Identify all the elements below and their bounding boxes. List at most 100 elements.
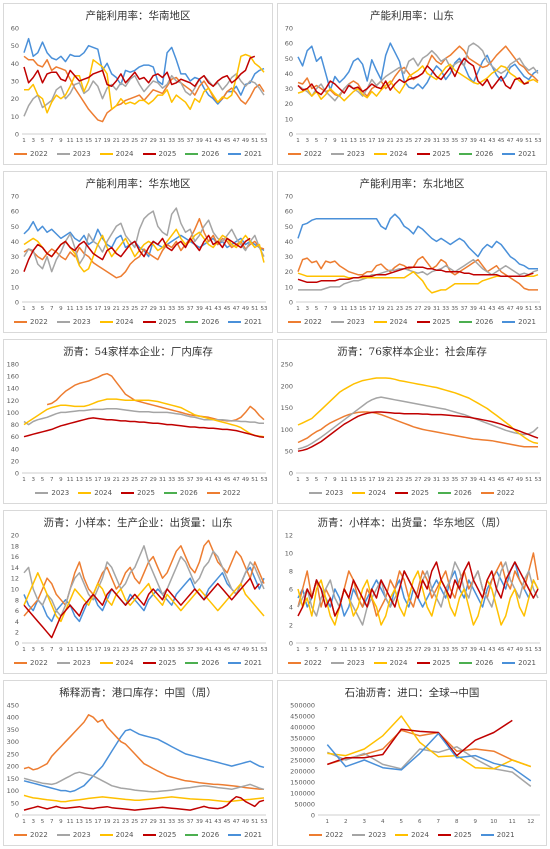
chart-legend: 2023 2024 2025 2026 2022 — [278, 489, 546, 497]
legend-swatch — [416, 662, 430, 664]
x-tick-label: 35 — [177, 477, 184, 483]
legend-item: 2023 — [330, 150, 365, 158]
y-tick-label: 30 — [11, 78, 19, 86]
legend-item: 2024 — [78, 489, 112, 497]
legend-label: 2022 — [304, 659, 322, 667]
y-tick-label: 250 — [7, 750, 19, 758]
legend-label: 2023 — [72, 150, 91, 158]
x-tick-label: 37 — [461, 647, 468, 653]
x-tick-label: 8 — [455, 819, 459, 825]
legend-item: 2025 — [416, 318, 450, 326]
x-tick-label: 9 — [474, 819, 478, 825]
x-tick-label: 7 — [50, 138, 54, 144]
x-tick-label: 25 — [405, 647, 412, 653]
x-tick-label: 3 — [363, 819, 367, 825]
legend-label: 2021 — [244, 831, 262, 839]
legend-swatch — [228, 662, 242, 664]
x-tick-label: 47 — [233, 138, 240, 144]
legend-item: 2026 — [185, 659, 219, 667]
y-tick-label: 60 — [11, 25, 19, 33]
x-tick-label: 37 — [461, 138, 468, 144]
legend-item: 2025 — [142, 318, 176, 326]
y-tick-label: 120 — [7, 397, 19, 405]
x-tick-label: 37 — [187, 306, 194, 312]
series-line-2023 — [327, 746, 532, 787]
x-tick-label: 9 — [59, 306, 63, 312]
y-tick-label: 200 — [281, 382, 293, 390]
y-tick-label: 10 — [11, 586, 19, 594]
legend-label: 2022 — [30, 831, 48, 839]
x-tick-label: 13 — [350, 138, 357, 144]
x-tick-label: 41 — [205, 819, 212, 825]
y-tick-label: 500000 — [290, 702, 315, 710]
x-tick-label: 49 — [516, 647, 523, 653]
legend-swatch — [373, 321, 387, 323]
x-tick-label: 29 — [150, 306, 157, 312]
legend-item: 2024 — [373, 659, 408, 667]
legend-swatch — [502, 662, 516, 664]
legend-swatch — [228, 153, 242, 155]
x-tick-label: 13 — [76, 819, 83, 825]
series-line-2023 — [23, 545, 265, 617]
legend-item: 2024 — [373, 318, 408, 326]
series-line-2022 — [23, 55, 265, 123]
x-tick-label: 5 — [315, 306, 319, 312]
legend-label: 2024 — [94, 489, 113, 497]
chart-panel-east-china-utilization: 产能利用率：华东地区 0 10 20 30 40 50 60 70 1 3 5 7 9 11 13 15 17 19… — [3, 171, 273, 333]
x-tick-label: 41 — [205, 306, 212, 312]
x-tick-label: 5 — [315, 647, 319, 653]
x-tick-label: 13 — [76, 477, 83, 483]
chart-panel-diluted-port-inventory: 稀释沥青：港口库存：中国（周） 0 50 100 150 200 250 300 350 400 4… — [3, 680, 273, 846]
x-tick-label: 9 — [59, 819, 63, 825]
legend-label: 2024 — [115, 831, 134, 839]
y-tick-label: 40 — [11, 238, 19, 246]
x-tick-label: 51 — [251, 306, 258, 312]
chart-legend: 2022 2023 2024 2025 2026 2021 — [4, 318, 272, 326]
x-tick-label: 7 — [50, 477, 54, 483]
x-tick-label: 11 — [67, 138, 74, 144]
y-tick-label: 70 — [285, 25, 293, 33]
legend-item: 2024 — [99, 831, 134, 839]
legend-item: 2023 — [56, 659, 91, 667]
x-tick-label: 13 — [76, 306, 83, 312]
x-tick-label: 19 — [104, 477, 111, 483]
chart-title: 产能利用率：华东地区 — [85, 178, 191, 190]
x-tick-label: 19 — [378, 306, 385, 312]
x-tick-label: 21 — [387, 306, 394, 312]
x-tick-label: 19 — [104, 819, 111, 825]
x-tick-label: 15 — [359, 138, 366, 144]
x-tick-label: 53 — [261, 647, 268, 653]
x-tick-label: 45 — [224, 138, 231, 144]
x-tick-label: 49 — [242, 138, 249, 144]
legend-swatch — [142, 662, 156, 664]
legend-label: 2023 — [346, 659, 365, 667]
legend-swatch — [185, 153, 199, 155]
chart-panel-shandong-utilization: 产能利用率：山东 0 10 20 30 40 50 60 70 1 3 5 7 9 11 13 15 17 19 21… — [277, 3, 547, 165]
legend-item: 2025 — [142, 831, 176, 839]
x-tick-label: 11 — [67, 647, 74, 653]
y-tick-label: 2 — [289, 622, 293, 630]
chart-title: 产能利用率：华南地区 — [85, 10, 191, 22]
x-tick-label: 1 — [22, 477, 26, 483]
y-tick-label: 160 — [7, 373, 19, 381]
x-tick-label: 13 — [76, 647, 83, 653]
legend-item: 2024 — [99, 150, 134, 158]
y-tick-label: 60 — [11, 208, 19, 216]
legend-item: 2021 — [502, 659, 536, 667]
legend-label: 2023 — [72, 831, 91, 839]
legend-label: 2021 — [518, 318, 536, 326]
y-tick-label: 350000 — [290, 735, 315, 743]
x-tick-label: 5 — [41, 819, 45, 825]
x-tick-label: 7 — [324, 306, 328, 312]
x-tick-label: 9 — [333, 647, 337, 653]
legend-item: 2021 — [228, 659, 262, 667]
x-tick-label: 29 — [150, 477, 157, 483]
x-tick-label: 13 — [350, 647, 357, 653]
legend-label: 2026 — [201, 150, 220, 158]
series-line-2024 — [24, 53, 265, 114]
y-tick-label: 0 — [289, 640, 293, 648]
legend-item: 2026 — [185, 831, 219, 839]
x-tick-label: 27 — [141, 477, 148, 483]
